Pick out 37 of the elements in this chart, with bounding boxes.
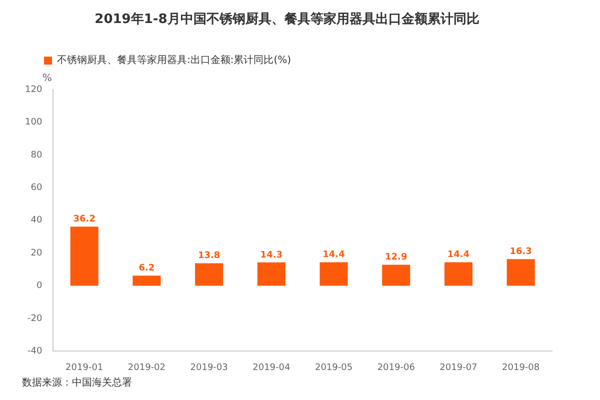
x-tick-label: 2019-02 — [128, 362, 166, 373]
x-tick-label: 2019-05 — [314, 362, 353, 373]
y-tick-label: 0 — [36, 281, 42, 292]
x-tick-label: 2019-07 — [440, 362, 478, 373]
data-label: 14.3 — [260, 250, 283, 260]
bar — [382, 264, 410, 286]
bar — [444, 262, 472, 286]
bar — [320, 262, 348, 286]
data-label: 36.2 — [73, 214, 96, 224]
data-label: 14.4 — [322, 250, 345, 260]
y-tick-label: -20 — [27, 314, 42, 324]
y-axis-title: % — [42, 73, 52, 84]
bar — [195, 263, 224, 286]
data-label: 13.8 — [198, 251, 220, 262]
chart-title: 2019年1-8月中国不锈钢厨具、餐具等家用器具出口金额累计同比 — [94, 11, 480, 28]
legend-label: 不锈钢厨具、餐具等家用器具:出口金额:累计同比(%) — [57, 54, 292, 66]
bar — [257, 262, 286, 286]
data-label: 16.3 — [510, 246, 532, 257]
y-tick-label: 20 — [30, 248, 42, 258]
y-tick-label: 120 — [24, 84, 42, 95]
bar — [506, 259, 535, 286]
x-tick-label: 2019-08 — [502, 362, 540, 373]
bar — [132, 276, 161, 286]
x-tick-label: 2019-06 — [377, 362, 416, 373]
x-tick-label: 2019-01 — [66, 362, 104, 373]
data-label: 6.2 — [138, 264, 155, 274]
x-tick-label: 2019-04 — [252, 362, 290, 373]
y-tick-label: 60 — [30, 183, 42, 194]
bar — [70, 226, 98, 286]
y-tick-label: 40 — [30, 216, 42, 226]
y-tick-label: 80 — [30, 150, 42, 160]
y-tick-label: -40 — [27, 346, 42, 357]
source-note: 数据来源：中国海关总署 — [22, 376, 132, 389]
x-tick-label: 2019-03 — [190, 362, 228, 373]
y-tick-label: 100 — [24, 118, 42, 128]
data-label: 12.9 — [385, 252, 408, 263]
data-label: 14.4 — [447, 250, 470, 260]
